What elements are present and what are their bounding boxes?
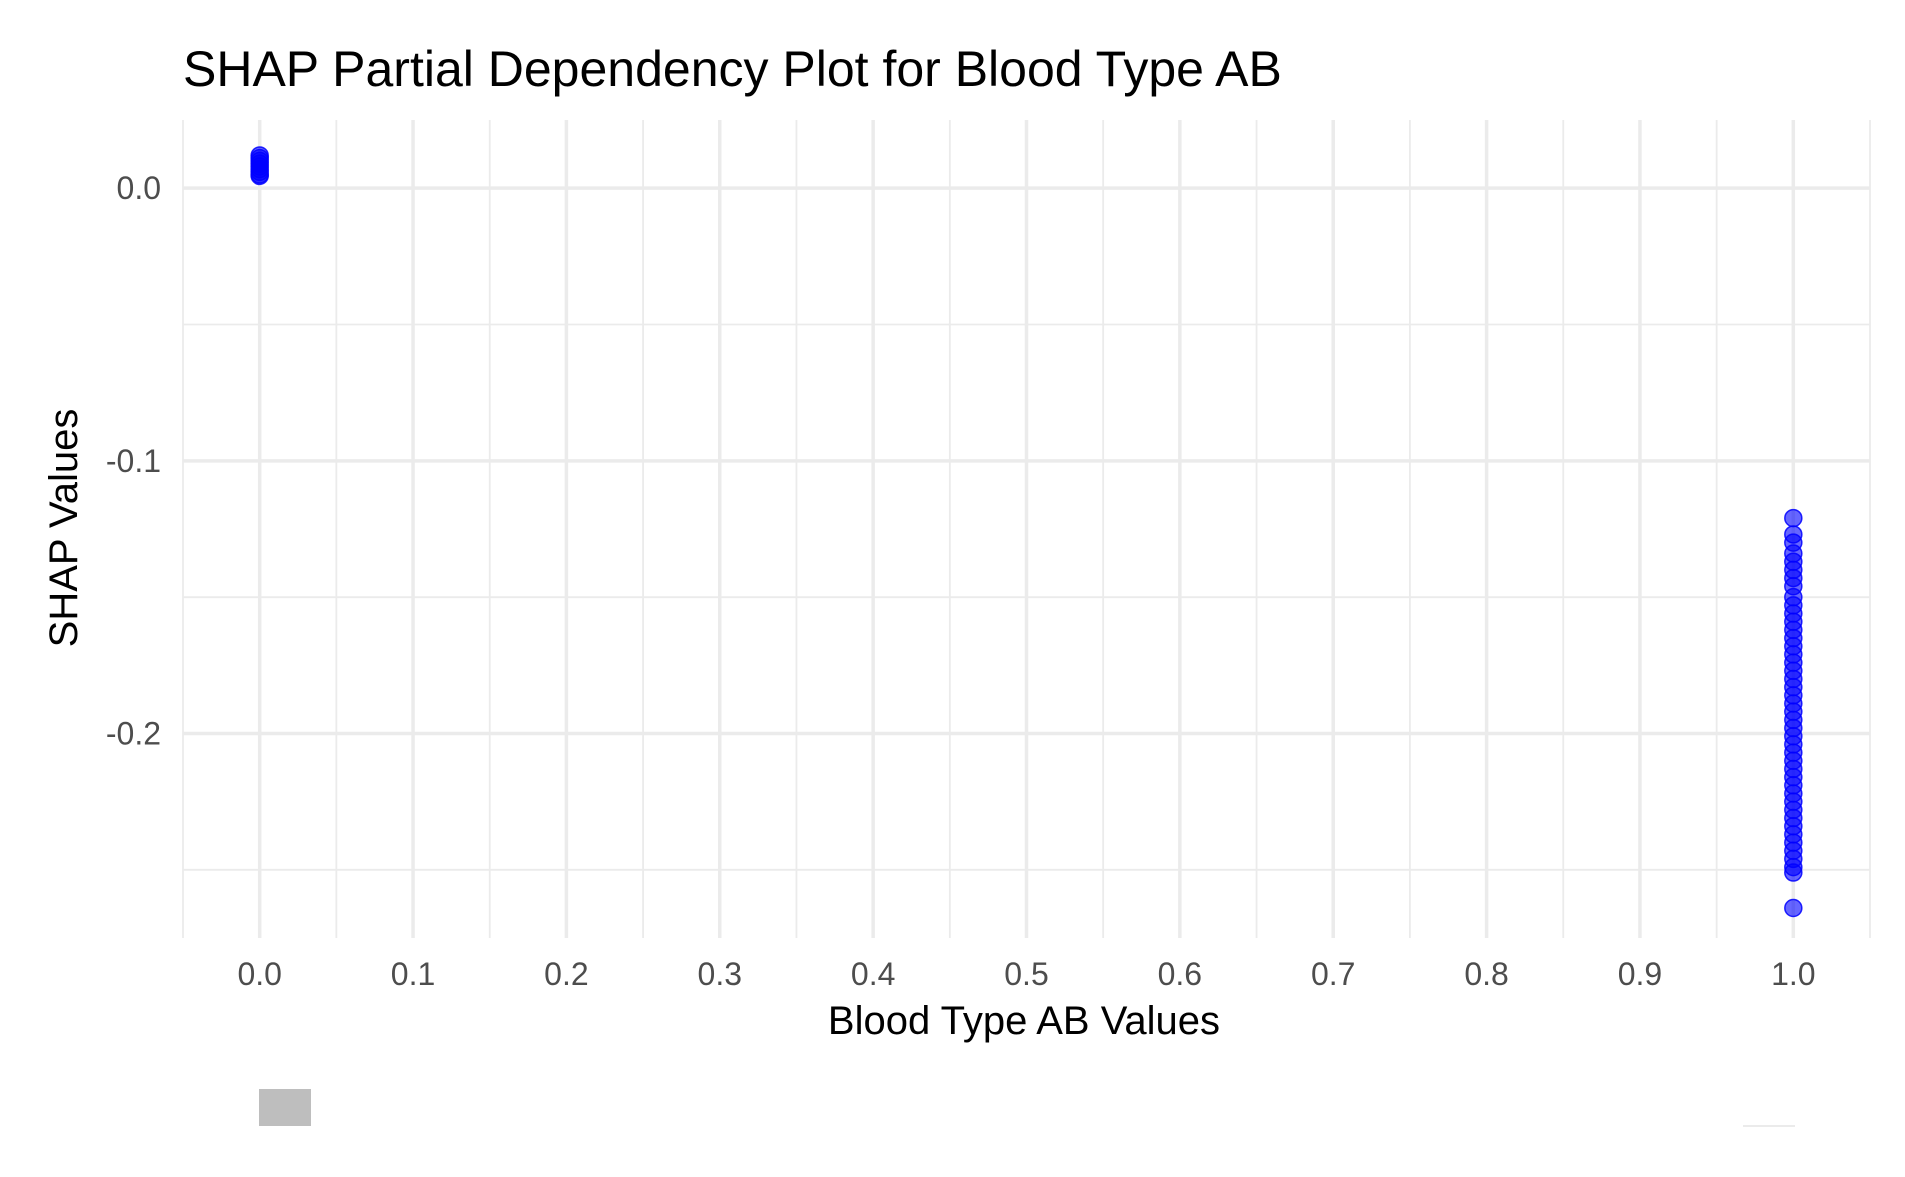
- y-axis-ticks: 0.0 -0.1 -0.2: [106, 170, 161, 751]
- data-point: [250, 166, 269, 186]
- y-tick-label: -0.2: [106, 716, 161, 752]
- data-point: [1784, 508, 1803, 528]
- y-tick-label: 0.0: [117, 170, 161, 206]
- x-tick-label: 0.1: [391, 956, 435, 992]
- x-axis-ticks: 0.0 0.1 0.2 0.3 0.4 0.5 0.6 0.7 0.8 0.9 1.0: [237, 956, 1815, 992]
- x-tick-label: 0.7: [1311, 956, 1355, 992]
- legend-swatch: [259, 1089, 311, 1126]
- chart-title: SHAP Partial Dependency Plot for Blood T…: [183, 41, 1282, 97]
- grid-lines: [182, 120, 1871, 938]
- x-tick-label: 0.3: [698, 956, 742, 992]
- y-axis-title: SHAP Values: [42, 409, 86, 648]
- x-tick-label: 0.4: [851, 956, 895, 992]
- x-tick-label: 0.5: [1004, 956, 1048, 992]
- x-tick-label: 0.6: [1158, 956, 1202, 992]
- x-tick-label: 0.2: [544, 956, 588, 992]
- x-tick-label: 0.9: [1618, 956, 1662, 992]
- data-points: [250, 146, 1803, 918]
- y-tick-label: -0.1: [106, 443, 161, 479]
- x-axis-title: Blood Type AB Values: [828, 999, 1220, 1043]
- x-tick-label: 0.8: [1464, 956, 1508, 992]
- x-tick-label: 1.0: [1771, 956, 1815, 992]
- data-point: [1784, 898, 1803, 918]
- x-tick-label: 0.0: [237, 956, 281, 992]
- data-point: [1784, 863, 1803, 882]
